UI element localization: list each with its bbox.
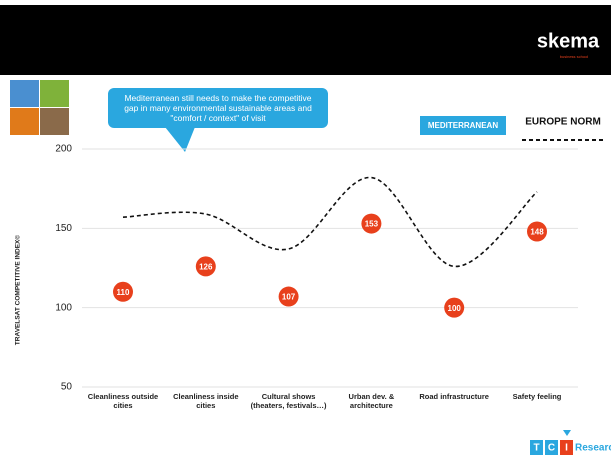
header-logo: skema (537, 30, 600, 52)
norm-line (122, 176, 538, 268)
photo (10, 108, 39, 135)
callout: Mediterranean still needs to make the co… (108, 88, 328, 128)
y-tick-label: 200 (55, 144, 72, 155)
logo-arrow (563, 430, 571, 436)
data-label: 107 (282, 293, 296, 302)
logo-letter: C (548, 443, 555, 454)
y-axis-label: TRAVELSAT COMPETITIVE INDEX© (14, 235, 22, 346)
y-tick-label: 100 (55, 302, 72, 313)
legend-label: MEDITERRANEAN (428, 121, 498, 130)
dot (361, 213, 382, 234)
header-bar (0, 5, 611, 75)
x-tick-label: Cultural shows (theaters, festivals…) (250, 392, 327, 410)
x-tick-label: Safety feeling (512, 392, 562, 401)
dot (113, 281, 133, 302)
logo-box (530, 440, 543, 455)
dot (444, 297, 465, 318)
legend-label: EUROPE NORM (525, 117, 601, 128)
x-tick-label: Cleanliness inside cities (173, 392, 239, 410)
data-label: 110 (117, 288, 130, 297)
data-label: 148 (530, 228, 544, 237)
x-tick-label: Cleanliness outside cities (87, 392, 159, 410)
y-tick-label: 150 (55, 223, 72, 234)
logo-letter: T (533, 443, 539, 454)
logo-box (560, 440, 573, 455)
logo-box (545, 440, 558, 455)
x-tick-label: Urban dev. & architecture (348, 392, 395, 410)
dot (195, 256, 216, 277)
photo (40, 108, 69, 135)
data-label: 100 (448, 304, 462, 313)
data-label: 126 (199, 263, 213, 272)
logo-letter: I (565, 443, 568, 454)
photo (10, 80, 39, 107)
logo-word: Research (575, 443, 611, 454)
photo (40, 80, 69, 107)
legend-box (420, 116, 506, 135)
dot (278, 286, 299, 307)
callout-pointer (165, 127, 195, 152)
x-tick-label: Road infrastructure (419, 392, 489, 401)
header-logo-sub: business school (560, 54, 589, 59)
y-tick-label: 50 (61, 382, 73, 393)
dot (527, 221, 547, 242)
data-label: 153 (365, 220, 379, 229)
